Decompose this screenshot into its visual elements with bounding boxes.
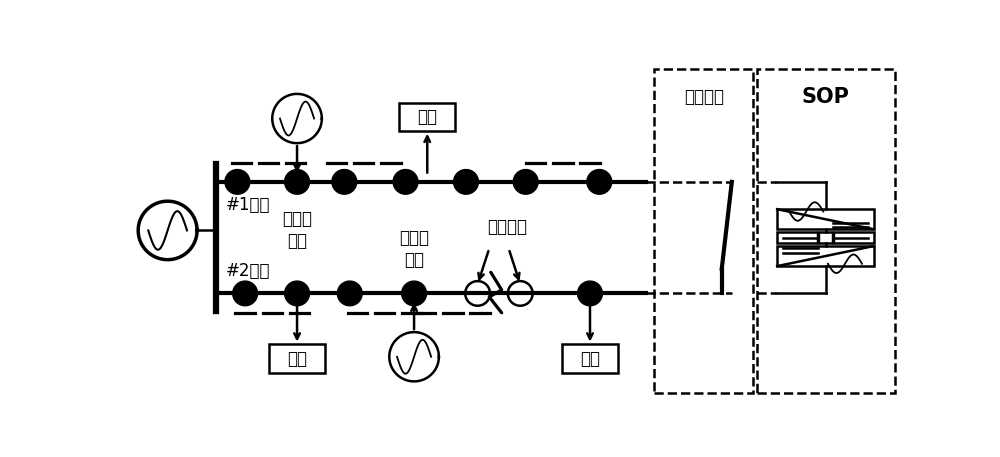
Text: 分布式
电源: 分布式 电源 (282, 210, 312, 250)
Text: SOP: SOP (802, 87, 850, 107)
Polygon shape (393, 170, 418, 194)
Text: 负荷: 负荷 (580, 350, 600, 367)
Text: #1馈线: #1馈线 (226, 196, 270, 214)
Polygon shape (513, 170, 538, 194)
Polygon shape (285, 281, 309, 306)
FancyBboxPatch shape (777, 232, 874, 243)
Polygon shape (402, 281, 426, 306)
FancyBboxPatch shape (777, 209, 874, 229)
FancyBboxPatch shape (654, 69, 753, 393)
Text: #2馈线: #2馈线 (226, 261, 270, 280)
Text: 负荷: 负荷 (287, 350, 307, 367)
FancyBboxPatch shape (777, 246, 874, 266)
Polygon shape (233, 281, 258, 306)
Text: 故障隔离: 故障隔离 (487, 218, 527, 236)
Polygon shape (285, 170, 309, 194)
Polygon shape (225, 170, 250, 194)
Polygon shape (332, 170, 357, 194)
Text: 分布式
电源: 分布式 电源 (399, 228, 429, 269)
Polygon shape (587, 170, 612, 194)
FancyBboxPatch shape (562, 345, 618, 372)
FancyBboxPatch shape (399, 103, 455, 131)
Text: 负荷: 负荷 (417, 108, 437, 126)
Text: 联络开关: 联络开关 (684, 88, 724, 106)
Polygon shape (578, 281, 602, 306)
FancyBboxPatch shape (757, 69, 895, 393)
FancyBboxPatch shape (269, 345, 325, 372)
Polygon shape (454, 170, 478, 194)
Polygon shape (337, 281, 362, 306)
